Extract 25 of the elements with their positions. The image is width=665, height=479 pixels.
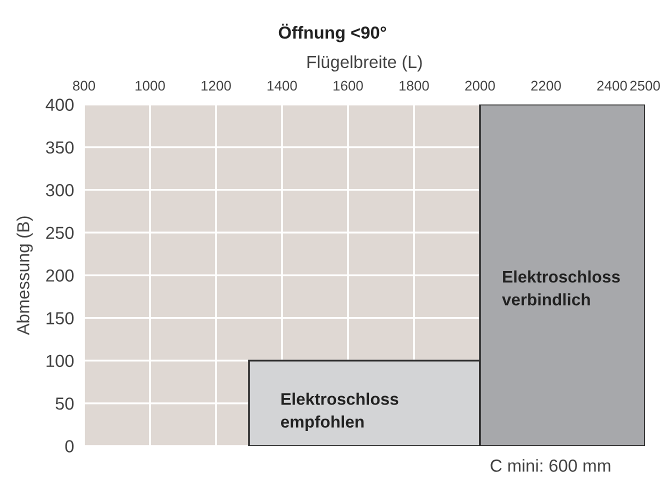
x-tick-label: 1400 bbox=[268, 80, 297, 91]
y-tick-label: 300 bbox=[46, 184, 74, 196]
y-axis-title: Abmessung (B) bbox=[16, 216, 33, 336]
y-tick-label: 150 bbox=[46, 312, 74, 324]
annotation: Elektroschloss empfohlen bbox=[281, 392, 398, 432]
x-tick-label: 1000 bbox=[136, 80, 165, 91]
y-tick-label: 350 bbox=[46, 141, 74, 154]
x-tick-label: 2400 bbox=[597, 80, 627, 91]
x-tick-label: 1200 bbox=[202, 80, 231, 91]
y-tick-label: 50 bbox=[56, 397, 74, 410]
y-tick-label: 250 bbox=[46, 226, 74, 240]
x-tick-label: 2200 bbox=[531, 80, 561, 91]
x-tick-label: 1800 bbox=[400, 80, 429, 91]
text: C mini: 600 mm bbox=[490, 459, 610, 472]
x-axis-title: Flügelbreite (L) bbox=[308, 55, 422, 72]
y-tick-label: 0 bbox=[65, 440, 74, 452]
annotation: Elektroschloss verbindlich bbox=[502, 270, 620, 306]
x-tick-label: 800 bbox=[73, 80, 96, 91]
chart-title: Öffnung <90° bbox=[278, 24, 386, 42]
x-tick-label: 1600 bbox=[334, 80, 363, 91]
y-tick-label: 400 bbox=[46, 98, 74, 111]
x-tick-label: 2500 bbox=[630, 80, 660, 91]
x-tick-label: 2000 bbox=[465, 80, 495, 91]
y-tick-label: 200 bbox=[46, 269, 74, 282]
y-tick-label: 100 bbox=[46, 354, 74, 368]
